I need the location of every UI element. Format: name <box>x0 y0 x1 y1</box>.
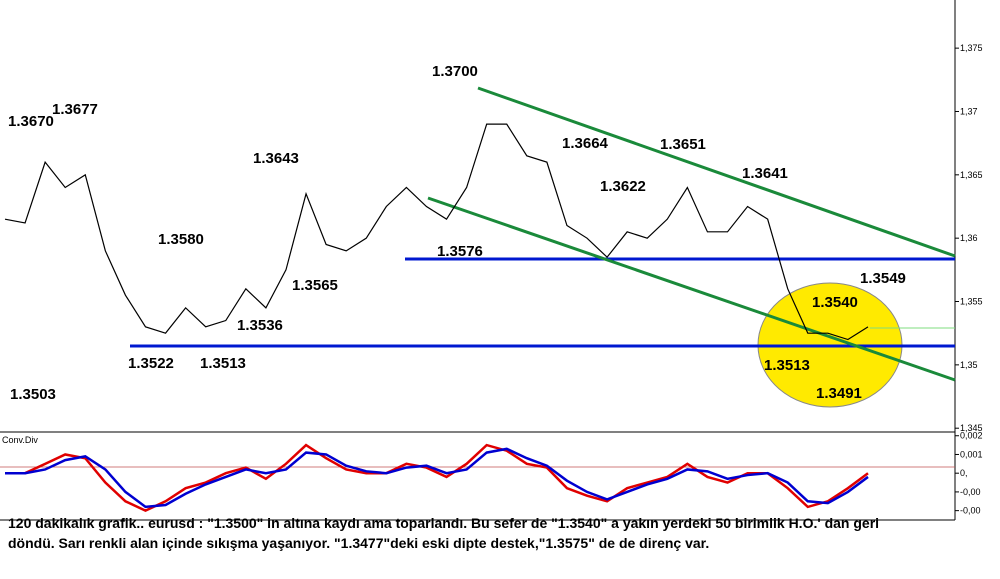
series-line <box>4 123 869 341</box>
price-annotation: 1.3576 <box>437 243 483 260</box>
y-tick-label: -0,00 <box>960 487 981 497</box>
y-tick-label: 1,375 <box>960 43 983 53</box>
indicator-title: Conv.Div <box>2 435 38 445</box>
y-tick-label: 0,002 <box>960 431 983 441</box>
y-tick-label: 1,345 <box>960 423 983 433</box>
price-annotation: 1.3622 <box>600 178 646 195</box>
price-annotation: 1.3549 <box>860 270 906 287</box>
price-annotation: 1.3540 <box>812 294 858 311</box>
price-annotation: 1.3670 <box>8 113 54 130</box>
price-annotation: 1.3664 <box>562 135 609 152</box>
price-annotation: 1.3503 <box>10 386 56 403</box>
price-annotation: 1.3536 <box>237 317 283 334</box>
caption: 120 dakikalık grafik.. eurusd : "1.3500"… <box>8 515 879 531</box>
series-line <box>5 447 869 509</box>
price-annotation: 1.3641 <box>742 165 788 182</box>
y-tick-label: 1,35 <box>960 360 978 370</box>
price-annotation: 1.3580 <box>158 231 204 248</box>
y-tick-label: 1,36 <box>960 233 978 243</box>
series-line <box>5 443 869 513</box>
price-annotation: 1.3643 <box>253 150 299 167</box>
y-tick-label: 0,001 <box>960 449 983 459</box>
price-annotation: 1.3565 <box>292 277 338 294</box>
price-annotation: 1.3513 <box>200 355 246 372</box>
price-annotation: 1.3677 <box>52 101 98 118</box>
channel-top <box>477 86 956 258</box>
y-tick-label: 1,37 <box>960 106 978 116</box>
y-tick-label: -0,00 <box>960 506 981 516</box>
price-annotation: 1.3651 <box>660 136 706 153</box>
y-tick-label: 0, <box>960 468 968 478</box>
price-annotation: 1.3491 <box>816 385 862 402</box>
y-tick-label: 1,365 <box>960 170 983 180</box>
y-tick-label: 1,355 <box>960 297 983 307</box>
price-annotation: 1.3700 <box>432 63 478 80</box>
price-annotation: 1.3513 <box>764 357 810 374</box>
price-annotation: 1.3522 <box>128 355 174 372</box>
channel-bottom <box>427 196 956 382</box>
caption: döndü. Sarı renkli alan içinde sıkışma y… <box>8 535 709 551</box>
